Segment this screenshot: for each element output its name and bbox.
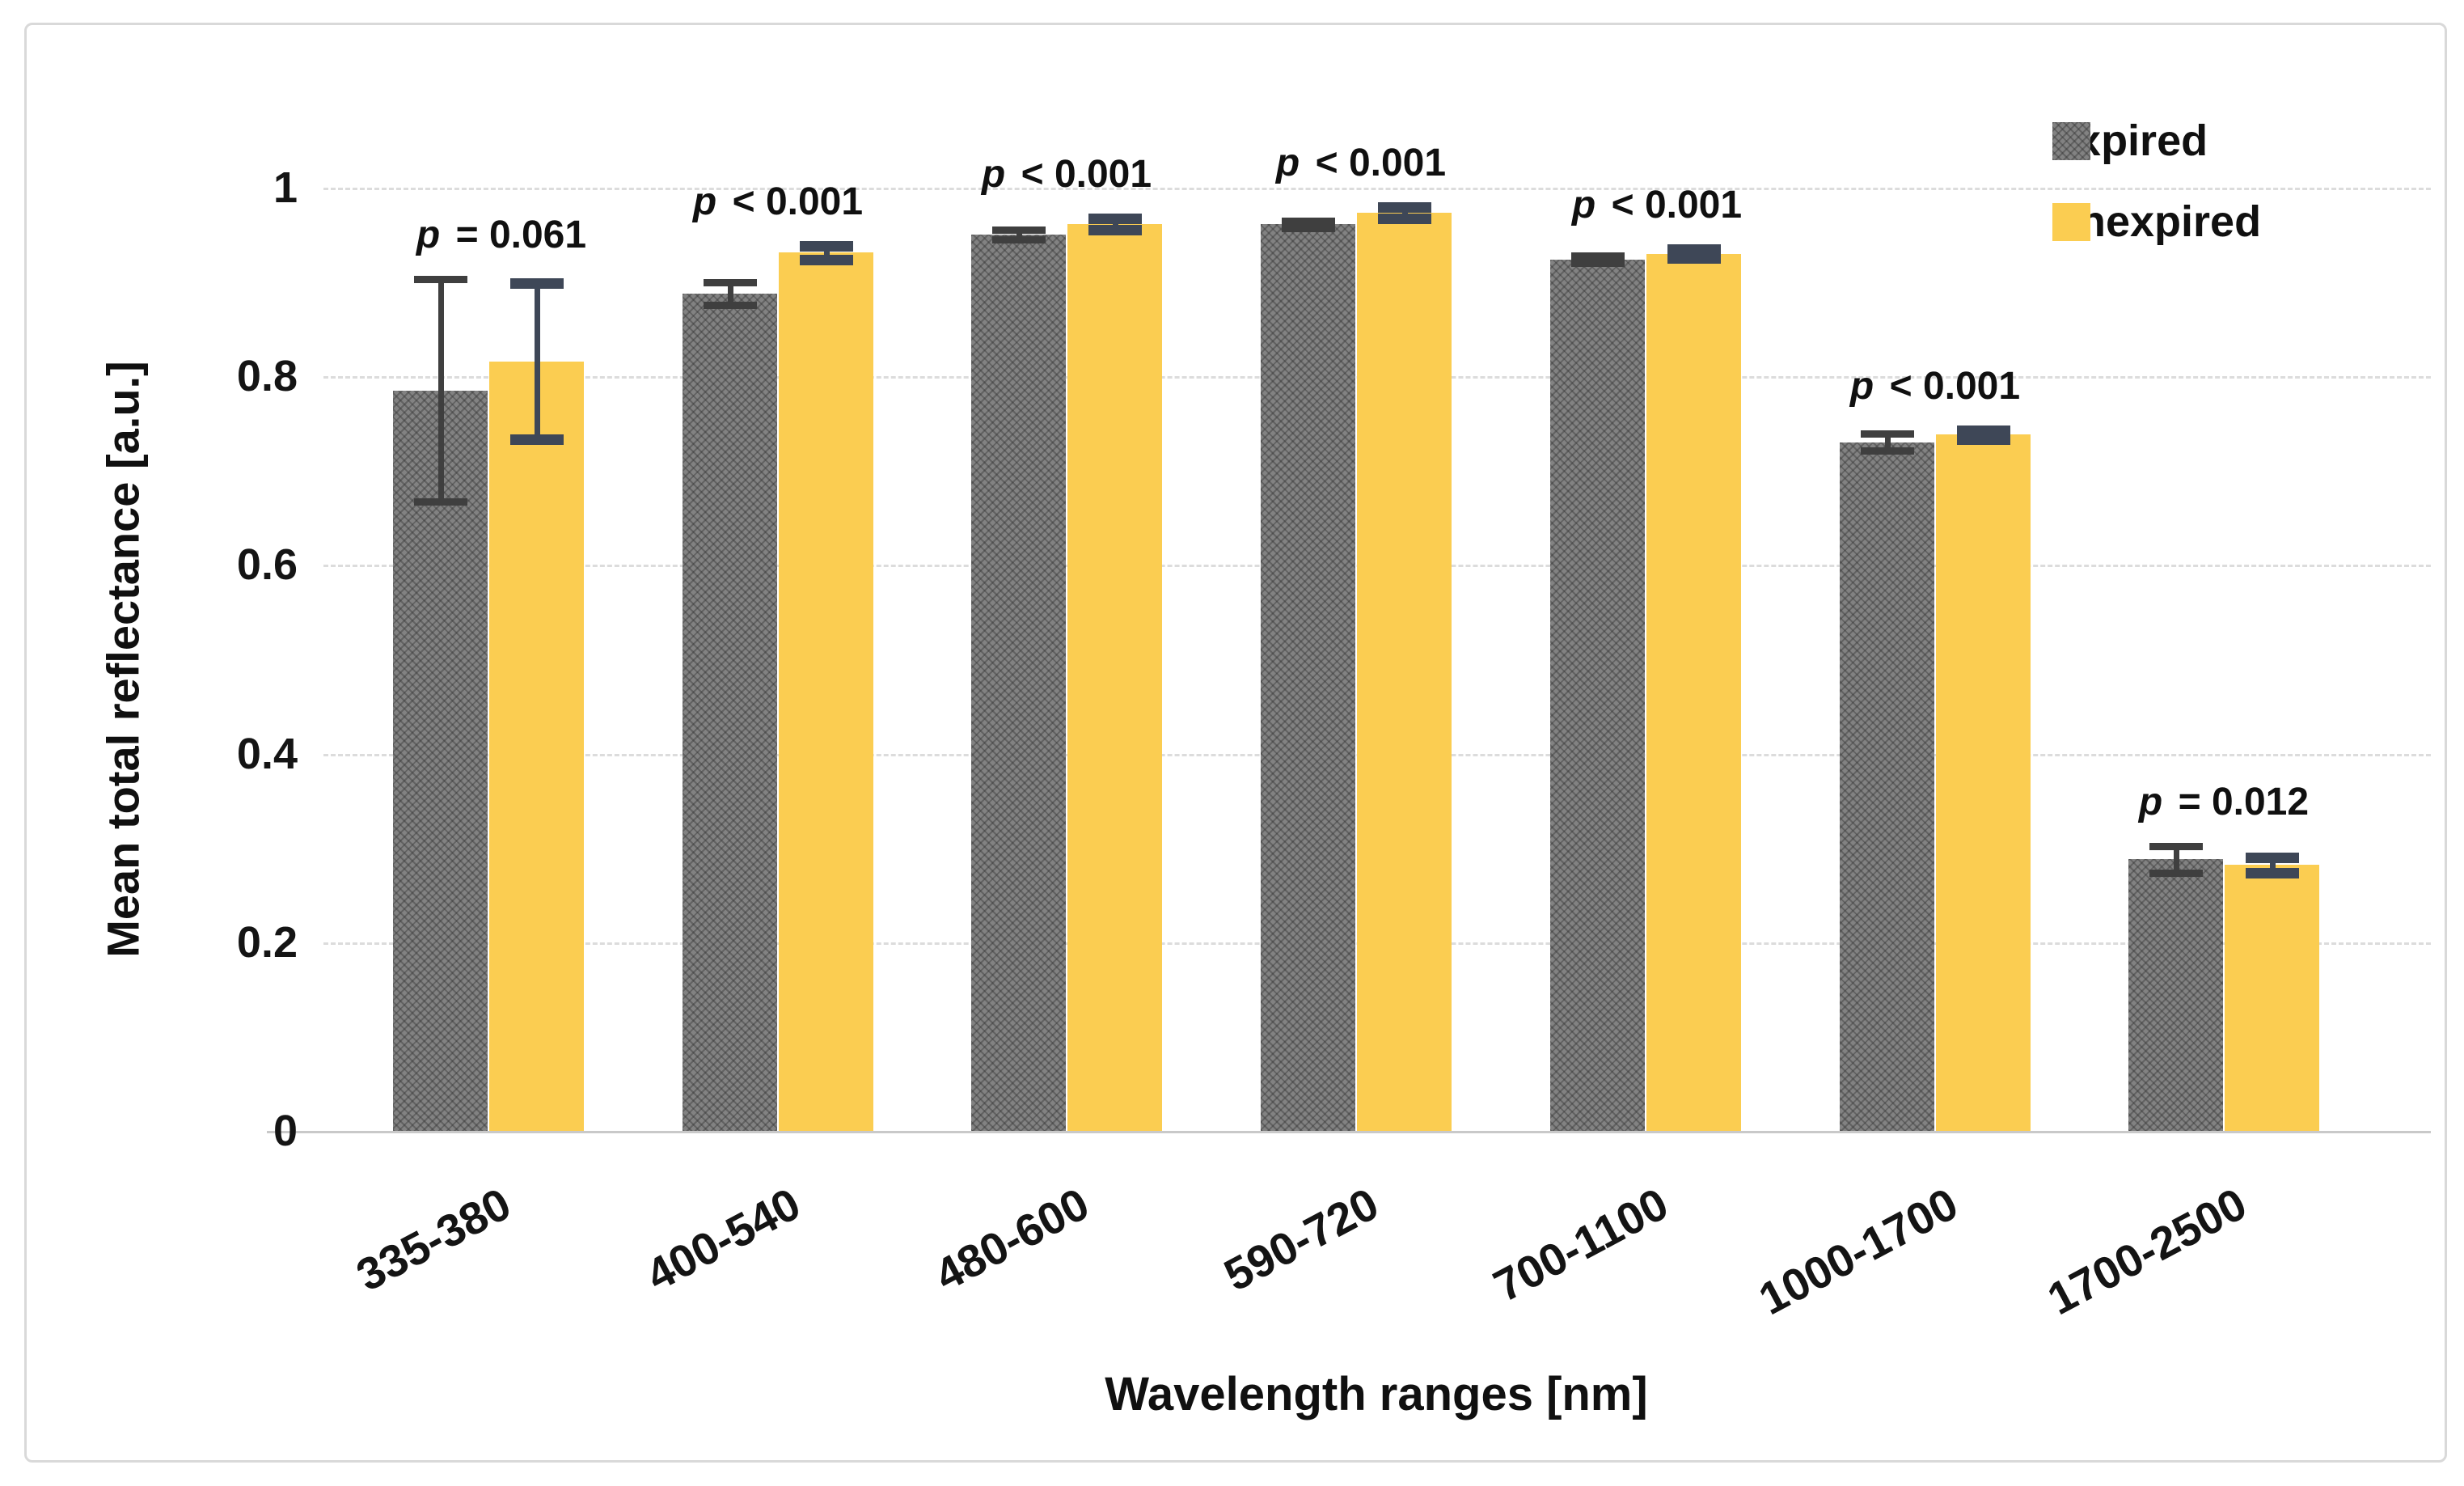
- error-cap-top-unexpired-335-380: [509, 277, 564, 289]
- error-cap-bottom-unexpired-335-380: [509, 434, 564, 445]
- bar-expired-1000-1700: [1840, 442, 1934, 1131]
- bar-expired-1700-2500: [2128, 859, 2223, 1131]
- error-bar-unexpired-1700-2500: [2269, 857, 2276, 873]
- error-bar-unexpired-590-720: [1401, 207, 1408, 218]
- error-bar-expired-400-540: [727, 282, 733, 305]
- error-cap-top-unexpired-1000-1700: [1956, 425, 2010, 436]
- error-cap-bottom-unexpired-1000-1700: [1956, 434, 2010, 445]
- bar-unexpired-700-1100: [1646, 254, 1741, 1131]
- y-tick-label-0.6: 0.6: [236, 540, 298, 589]
- bar-expired-335-380: [393, 391, 488, 1131]
- error-cap-bottom-expired-480-600: [991, 235, 1046, 243]
- error-bar-unexpired-480-600: [1112, 218, 1118, 230]
- error-cap-top-expired-400-540: [703, 278, 757, 286]
- bar-unexpired-1700-2500: [2225, 865, 2319, 1131]
- bar-unexpired-400-540: [779, 252, 873, 1131]
- error-cap-top-expired-1000-1700: [1860, 430, 1914, 438]
- error-cap-top-unexpired-480-600: [1088, 213, 1142, 224]
- error-cap-bottom-expired-700-1100: [1570, 259, 1625, 267]
- y-tick-label-0.8: 0.8: [236, 352, 298, 400]
- error-cap-bottom-expired-400-540: [703, 301, 757, 309]
- y-tick-label-0.4: 0.4: [236, 730, 298, 778]
- legend-item-expired: expired: [2052, 119, 2261, 163]
- error-cap-bottom-unexpired-700-1100: [1667, 252, 1721, 264]
- p-value-label-1700-2500: p = 0.012: [2138, 781, 2310, 823]
- error-cap-top-expired-590-720: [1281, 217, 1335, 225]
- error-cap-top-expired-1700-2500: [2149, 842, 2203, 850]
- error-cap-top-expired-480-600: [991, 226, 1046, 234]
- bar-unexpired-335-380: [489, 362, 584, 1131]
- error-cap-top-unexpired-400-540: [799, 240, 853, 252]
- error-cap-top-expired-335-380: [413, 275, 467, 283]
- error-cap-bottom-expired-1000-1700: [1860, 447, 1914, 455]
- p-value-label-590-720: p < 0.001: [1275, 142, 1447, 184]
- bar-expired-480-600: [971, 235, 1066, 1131]
- bar-unexpired-590-720: [1357, 213, 1452, 1131]
- y-tick-label-1: 1: [273, 163, 298, 212]
- error-cap-bottom-expired-335-380: [413, 497, 467, 506]
- error-cap-bottom-expired-1700-2500: [2149, 869, 2203, 877]
- p-value-label-400-540: p < 0.001: [692, 180, 864, 223]
- error-cap-bottom-unexpired-400-540: [799, 254, 853, 265]
- error-cap-top-unexpired-590-720: [1377, 201, 1431, 213]
- p-value-label-1000-1700: p < 0.001: [1849, 365, 2021, 408]
- p-value-label-480-600: p < 0.001: [981, 153, 1152, 196]
- legend-item-unexpired: unexpired: [2052, 200, 2261, 243]
- error-bar-expired-1000-1700: [1884, 434, 1891, 451]
- legend-swatch-expired: [2052, 121, 2090, 160]
- y-tick-label-0.2: 0.2: [236, 918, 298, 967]
- legend-swatch-unexpired: [2052, 202, 2090, 241]
- error-bar-expired-480-600: [1016, 230, 1022, 239]
- figure-border: [24, 23, 2447, 1463]
- error-cap-bottom-unexpired-1700-2500: [2245, 867, 2299, 878]
- bar-expired-400-540: [683, 294, 777, 1131]
- y-axis-title: Mean total reflectance [a.u.]: [97, 361, 149, 958]
- y-tick-label-0: 0: [273, 1107, 298, 1155]
- error-cap-top-unexpired-1700-2500: [2245, 852, 2299, 863]
- p-value-label-335-380: p = 0.061: [416, 214, 587, 256]
- bar-unexpired-1000-1700: [1936, 434, 2031, 1131]
- error-cap-top-expired-700-1100: [1570, 252, 1625, 260]
- error-cap-bottom-unexpired-480-600: [1088, 224, 1142, 235]
- bar-unexpired-480-600: [1067, 224, 1162, 1131]
- error-cap-top-unexpired-700-1100: [1667, 243, 1721, 255]
- legend: expired unexpired: [2052, 119, 2261, 282]
- error-bar-unexpired-335-380: [534, 283, 540, 439]
- x-axis-title: Wavelength ranges [nm]: [1105, 1368, 1648, 1420]
- error-cap-bottom-expired-590-720: [1281, 224, 1335, 232]
- error-bar-unexpired-400-540: [823, 246, 830, 260]
- error-bar-expired-335-380: [437, 279, 444, 502]
- error-bar-expired-1700-2500: [2173, 846, 2179, 873]
- bar-expired-590-720: [1261, 224, 1355, 1131]
- error-cap-bottom-unexpired-590-720: [1377, 213, 1431, 224]
- gridline-1: [323, 188, 2431, 190]
- p-value-label-700-1100: p < 0.001: [1571, 184, 1743, 226]
- x-axis-baseline: [267, 1131, 2431, 1133]
- bar-expired-700-1100: [1550, 260, 1645, 1131]
